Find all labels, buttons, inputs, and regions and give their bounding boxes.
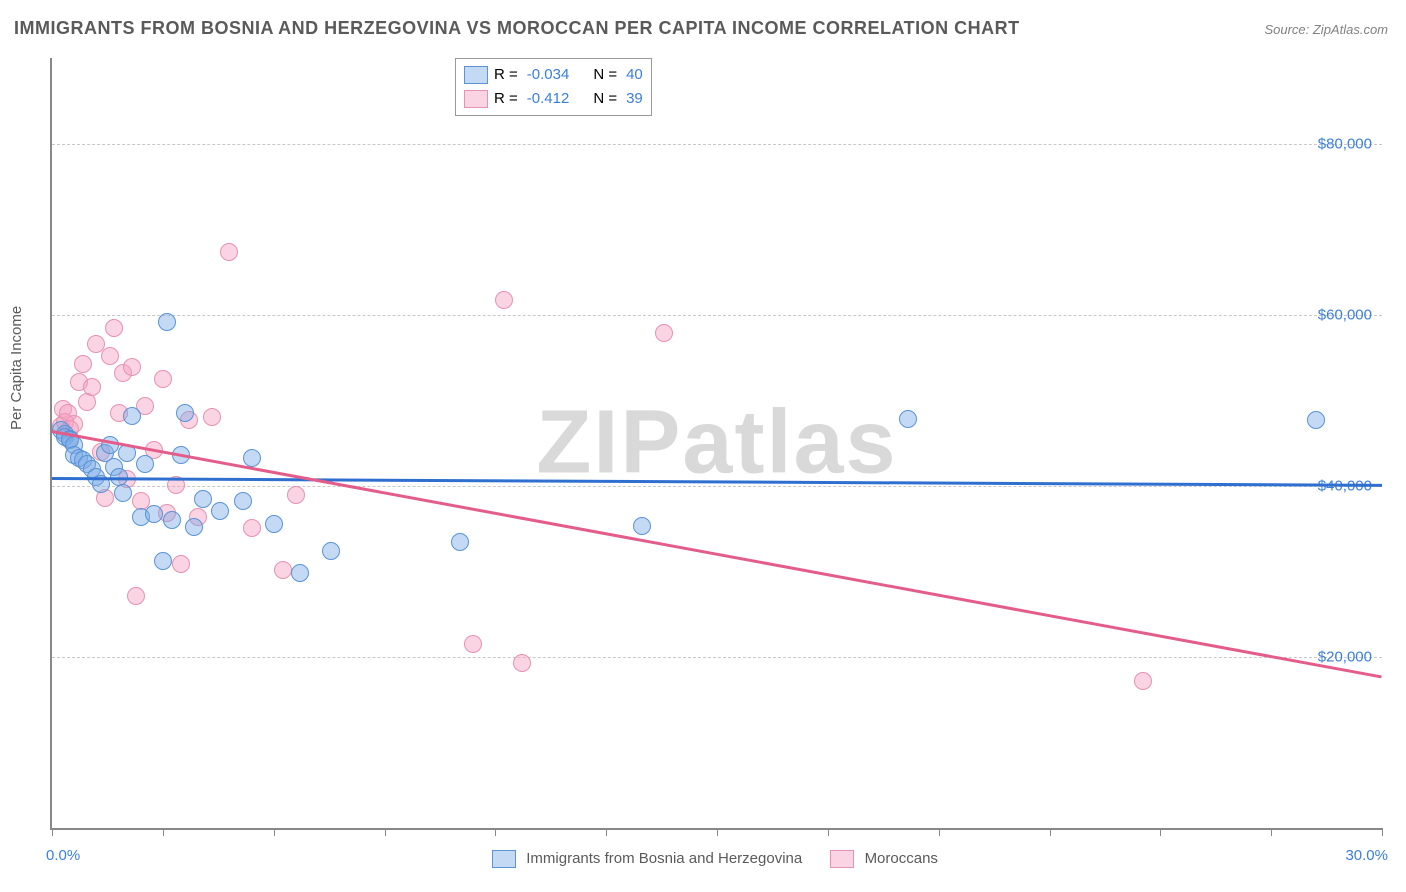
x-tick (495, 828, 496, 836)
scatter-point (464, 635, 482, 653)
scatter-point (655, 324, 673, 342)
scatter-point (451, 533, 469, 551)
y-tick-label: $20,000 (1318, 648, 1372, 665)
scatter-point (136, 455, 154, 473)
source-attribution: Source: ZipAtlas.com (1264, 22, 1388, 37)
scatter-point (101, 347, 119, 365)
scatter-point (123, 407, 141, 425)
scatter-point (265, 515, 283, 533)
chart-title: IMMIGRANTS FROM BOSNIA AND HERZEGOVINA V… (14, 18, 1020, 39)
r-label: R = (494, 87, 518, 111)
scatter-point (74, 355, 92, 373)
chart-container: IMMIGRANTS FROM BOSNIA AND HERZEGOVINA V… (0, 0, 1406, 892)
legend-swatch-pink (830, 850, 854, 868)
scatter-point (83, 378, 101, 396)
stats-row: R = -0.412 N = 39 (464, 87, 643, 111)
scatter-point (127, 587, 145, 605)
scatter-point (105, 319, 123, 337)
scatter-point (1134, 672, 1152, 690)
scatter-point (274, 561, 292, 579)
y-axis-label: Per Capita Income (8, 306, 25, 430)
scatter-point (185, 518, 203, 536)
stats-row: R = -0.034 N = 40 (464, 63, 643, 87)
x-tick (1160, 828, 1161, 836)
x-tick (274, 828, 275, 836)
plot-area: ZIPatlas R = -0.034 N = 40 R = -0.412 N … (50, 58, 1382, 830)
scatter-point (243, 519, 261, 537)
scatter-point (203, 408, 221, 426)
y-tick-label: $80,000 (1318, 135, 1372, 152)
r-value: -0.034 (527, 63, 570, 87)
scatter-point (176, 404, 194, 422)
legend-label: Immigrants from Bosnia and Herzegovina (526, 850, 802, 867)
scatter-point (513, 654, 531, 672)
scatter-point (291, 564, 309, 582)
legend-label: Moroccans (865, 850, 938, 867)
x-tick (163, 828, 164, 836)
correlation-stats-legend: R = -0.034 N = 40 R = -0.412 N = 39 (455, 58, 652, 116)
x-tick (385, 828, 386, 836)
scatter-point (154, 370, 172, 388)
scatter-point (220, 243, 238, 261)
n-label: N = (593, 63, 617, 87)
series-swatch-pink (464, 90, 488, 108)
scatter-point (123, 358, 141, 376)
scatter-point (211, 502, 229, 520)
x-tick (717, 828, 718, 836)
grid-line (52, 144, 1382, 145)
x-tick (606, 828, 607, 836)
scatter-point (163, 511, 181, 529)
scatter-point (287, 486, 305, 504)
grid-line (52, 657, 1382, 658)
n-value: 39 (626, 87, 643, 111)
scatter-point (145, 505, 163, 523)
n-value: 40 (626, 63, 643, 87)
scatter-point (1307, 411, 1325, 429)
x-tick (1382, 828, 1383, 836)
scatter-point (899, 410, 917, 428)
scatter-point (172, 555, 190, 573)
x-tick (939, 828, 940, 836)
y-tick-label: $60,000 (1318, 306, 1372, 323)
legend-swatch-blue (492, 850, 516, 868)
x-tick (1050, 828, 1051, 836)
x-tick (1271, 828, 1272, 836)
grid-line (52, 315, 1382, 316)
scatter-point (194, 490, 212, 508)
trend-line (52, 430, 1382, 678)
scatter-point (243, 449, 261, 467)
scatter-point (154, 552, 172, 570)
grid-line (52, 486, 1382, 487)
series-swatch-blue (464, 66, 488, 84)
scatter-point (114, 484, 132, 502)
r-value: -0.412 (527, 87, 570, 111)
x-tick (52, 828, 53, 836)
scatter-point (234, 492, 252, 510)
x-tick (828, 828, 829, 836)
n-label: N = (593, 87, 617, 111)
scatter-point (101, 436, 119, 454)
bottom-legend: Immigrants from Bosnia and Herzegovina M… (0, 850, 1406, 868)
scatter-point (322, 542, 340, 560)
scatter-point (158, 313, 176, 331)
scatter-point (633, 517, 651, 535)
scatter-point (495, 291, 513, 309)
r-label: R = (494, 63, 518, 87)
